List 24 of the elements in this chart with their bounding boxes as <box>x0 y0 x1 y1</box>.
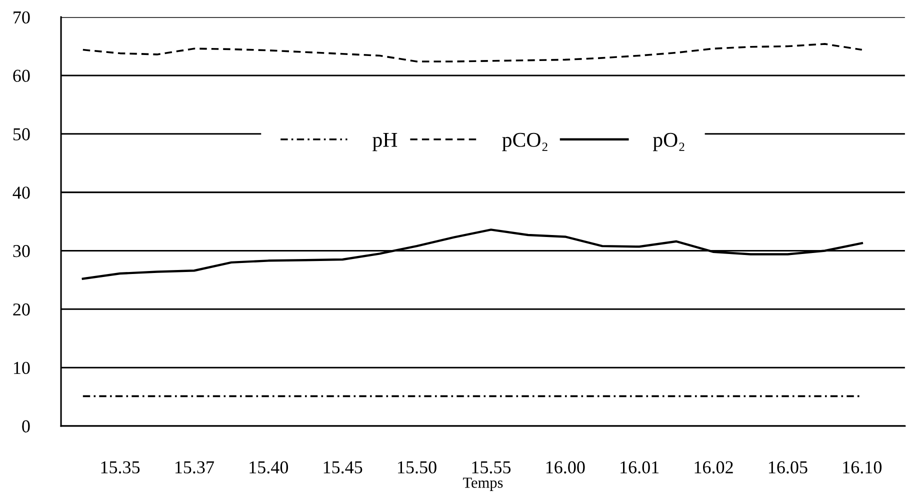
x-tick-label: 15.55 <box>472 461 511 474</box>
x-axis-title: Temps <box>463 478 503 491</box>
x-tick-label: 16.00 <box>546 461 585 474</box>
legend-label: pO₂ <box>652 132 684 152</box>
x-tick-label: 15.45 <box>324 461 362 474</box>
legend-label: pCO₂ <box>502 132 548 152</box>
x-tick-label: 15.50 <box>398 461 436 474</box>
y-tick-label: 30 <box>13 245 30 258</box>
y-tick-label: 40 <box>12 186 30 199</box>
x-tick-label: 16.01 <box>620 461 659 474</box>
x-tick-label: 16.10 <box>843 461 882 474</box>
x-tick-label: 16.05 <box>768 461 808 474</box>
y-tick-label: 0 <box>22 420 30 432</box>
x-tick-label: 15.40 <box>250 461 288 474</box>
y-tick-label: 60 <box>13 70 30 82</box>
y-tick-label: 50 <box>13 128 30 140</box>
y-tick-label: 20 <box>13 303 30 316</box>
y-tick-label: 70 <box>14 11 30 24</box>
legend-label: pH <box>372 133 398 152</box>
y-tick-label: 10 <box>14 362 30 374</box>
x-tick-label: 15.37 <box>175 461 214 474</box>
line-series <box>82 43 863 62</box>
x-tick-label: 16.02 <box>694 461 733 474</box>
x-tick-label: 15.35 <box>101 461 140 474</box>
